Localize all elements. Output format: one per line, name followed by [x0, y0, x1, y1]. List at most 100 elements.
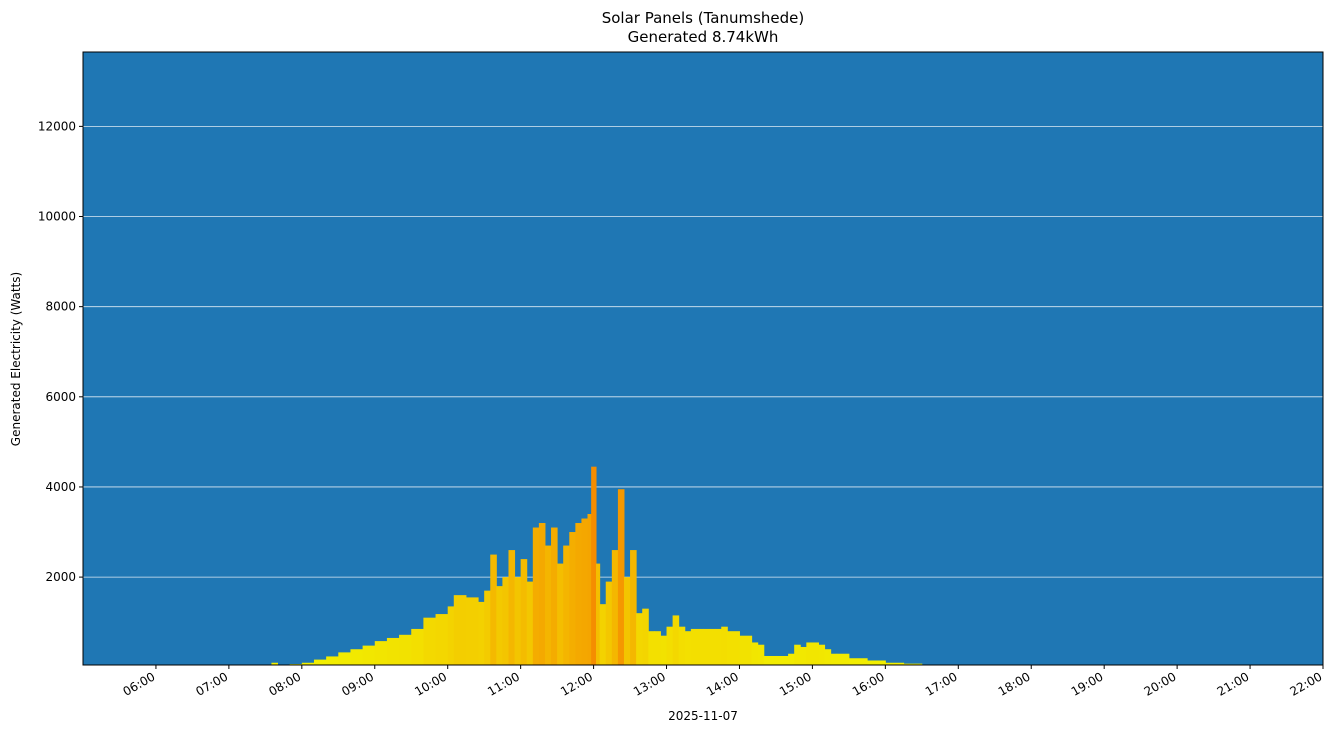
data-bar [800, 646, 807, 665]
data-bar [338, 652, 351, 665]
x-tick-label: 22:00 [1288, 669, 1325, 698]
data-bar [703, 628, 716, 665]
plot-frame [82, 51, 1324, 666]
data-bar [591, 466, 597, 665]
x-axis-label: 2025-11-07 [668, 709, 738, 723]
data-bar [623, 577, 631, 665]
data-bar [636, 613, 643, 665]
data-bar [271, 662, 279, 665]
x-tick-label: 06:00 [120, 669, 157, 698]
data-bar [350, 649, 364, 665]
x-tick-label: 19:00 [1069, 669, 1106, 698]
x-tick-label: 13:00 [631, 669, 668, 698]
x-tick-label: 18:00 [996, 669, 1033, 698]
data-bar [399, 634, 412, 665]
data-bar [739, 635, 753, 665]
x-tick-label: 10:00 [412, 669, 449, 698]
data-bar [569, 532, 576, 665]
data-bar [551, 527, 558, 665]
data-bar [374, 641, 388, 665]
data-bar [362, 645, 376, 665]
data-bar [794, 644, 801, 665]
data-bar [824, 649, 832, 665]
data-bar [806, 642, 819, 665]
data-bar [502, 577, 509, 665]
y-tick-label: 6000 [45, 390, 76, 404]
data-bar [672, 615, 680, 665]
data-bar [867, 660, 886, 665]
data-bar [666, 626, 674, 665]
chart-title: Solar Panels (Tanumshede) [601, 9, 805, 27]
chart-subtitle: Generated 8.74kWh [627, 28, 779, 46]
data-bar [563, 545, 570, 665]
plot-background [83, 52, 1323, 665]
y-axis-label: Generated Electricity (Watts) [9, 271, 23, 447]
x-tick-label: 11:00 [485, 669, 522, 698]
data-bar [435, 614, 449, 665]
data-bar [684, 631, 692, 665]
data-bar [453, 595, 467, 665]
data-bar [423, 617, 437, 665]
data-bar [788, 653, 795, 665]
x-tick-label: 17:00 [923, 669, 960, 698]
data-bar [903, 663, 923, 665]
data-bar [581, 518, 589, 665]
data-bar [830, 653, 838, 665]
data-bar [611, 550, 619, 665]
x-tick-label: 21:00 [1215, 669, 1252, 698]
data-bar [526, 581, 534, 665]
data-bar [596, 563, 601, 665]
data-bar [642, 608, 649, 665]
data-bar [465, 597, 479, 665]
data-bar [848, 658, 868, 665]
y-tick-label: 2000 [45, 570, 76, 584]
x-tick-label: 14:00 [704, 669, 741, 698]
data-bar [508, 550, 516, 665]
data-bar [715, 628, 722, 665]
data-bar [538, 523, 546, 665]
data-bar [411, 628, 424, 665]
y-tick-label: 12000 [38, 119, 76, 133]
data-bar [630, 550, 637, 665]
data-bar [490, 554, 497, 665]
data-bar [514, 577, 522, 665]
data-bar [587, 514, 592, 665]
data-bar [557, 563, 564, 665]
data-bar [654, 631, 661, 665]
data-bar [818, 644, 826, 665]
data-bar [727, 631, 740, 665]
data-bar [648, 631, 655, 665]
data-bar [605, 581, 613, 665]
data-bar [885, 662, 905, 665]
data-bar [313, 659, 327, 665]
y-tick-label: 10000 [38, 210, 76, 224]
x-tick-label: 16:00 [850, 669, 887, 698]
data-bar [496, 586, 503, 665]
data-bar [721, 626, 728, 665]
data-bar [757, 644, 765, 665]
x-tick-label: 15:00 [777, 669, 814, 698]
data-bar [532, 527, 540, 665]
y-tick-label: 4000 [45, 480, 76, 494]
data-bar [775, 655, 789, 665]
data-bar [447, 606, 455, 665]
data-bar [520, 559, 528, 665]
data-bar [301, 662, 315, 665]
data-bar [484, 590, 491, 665]
x-tick-label: 12:00 [558, 669, 595, 698]
data-bar [690, 628, 704, 665]
data-bar [751, 642, 759, 665]
x-tick-label: 20:00 [1142, 669, 1179, 698]
data-bar [326, 656, 339, 665]
data-bar [660, 635, 668, 665]
x-tick-label: 08:00 [266, 669, 303, 698]
data-bar [836, 653, 850, 665]
y-tick-label: 8000 [45, 300, 76, 314]
data-bar [386, 637, 400, 665]
data-bar [617, 489, 625, 665]
data-bar [478, 601, 485, 665]
data-bar [678, 626, 686, 665]
data-bar [599, 604, 607, 665]
x-tick-label: 07:00 [193, 669, 230, 698]
